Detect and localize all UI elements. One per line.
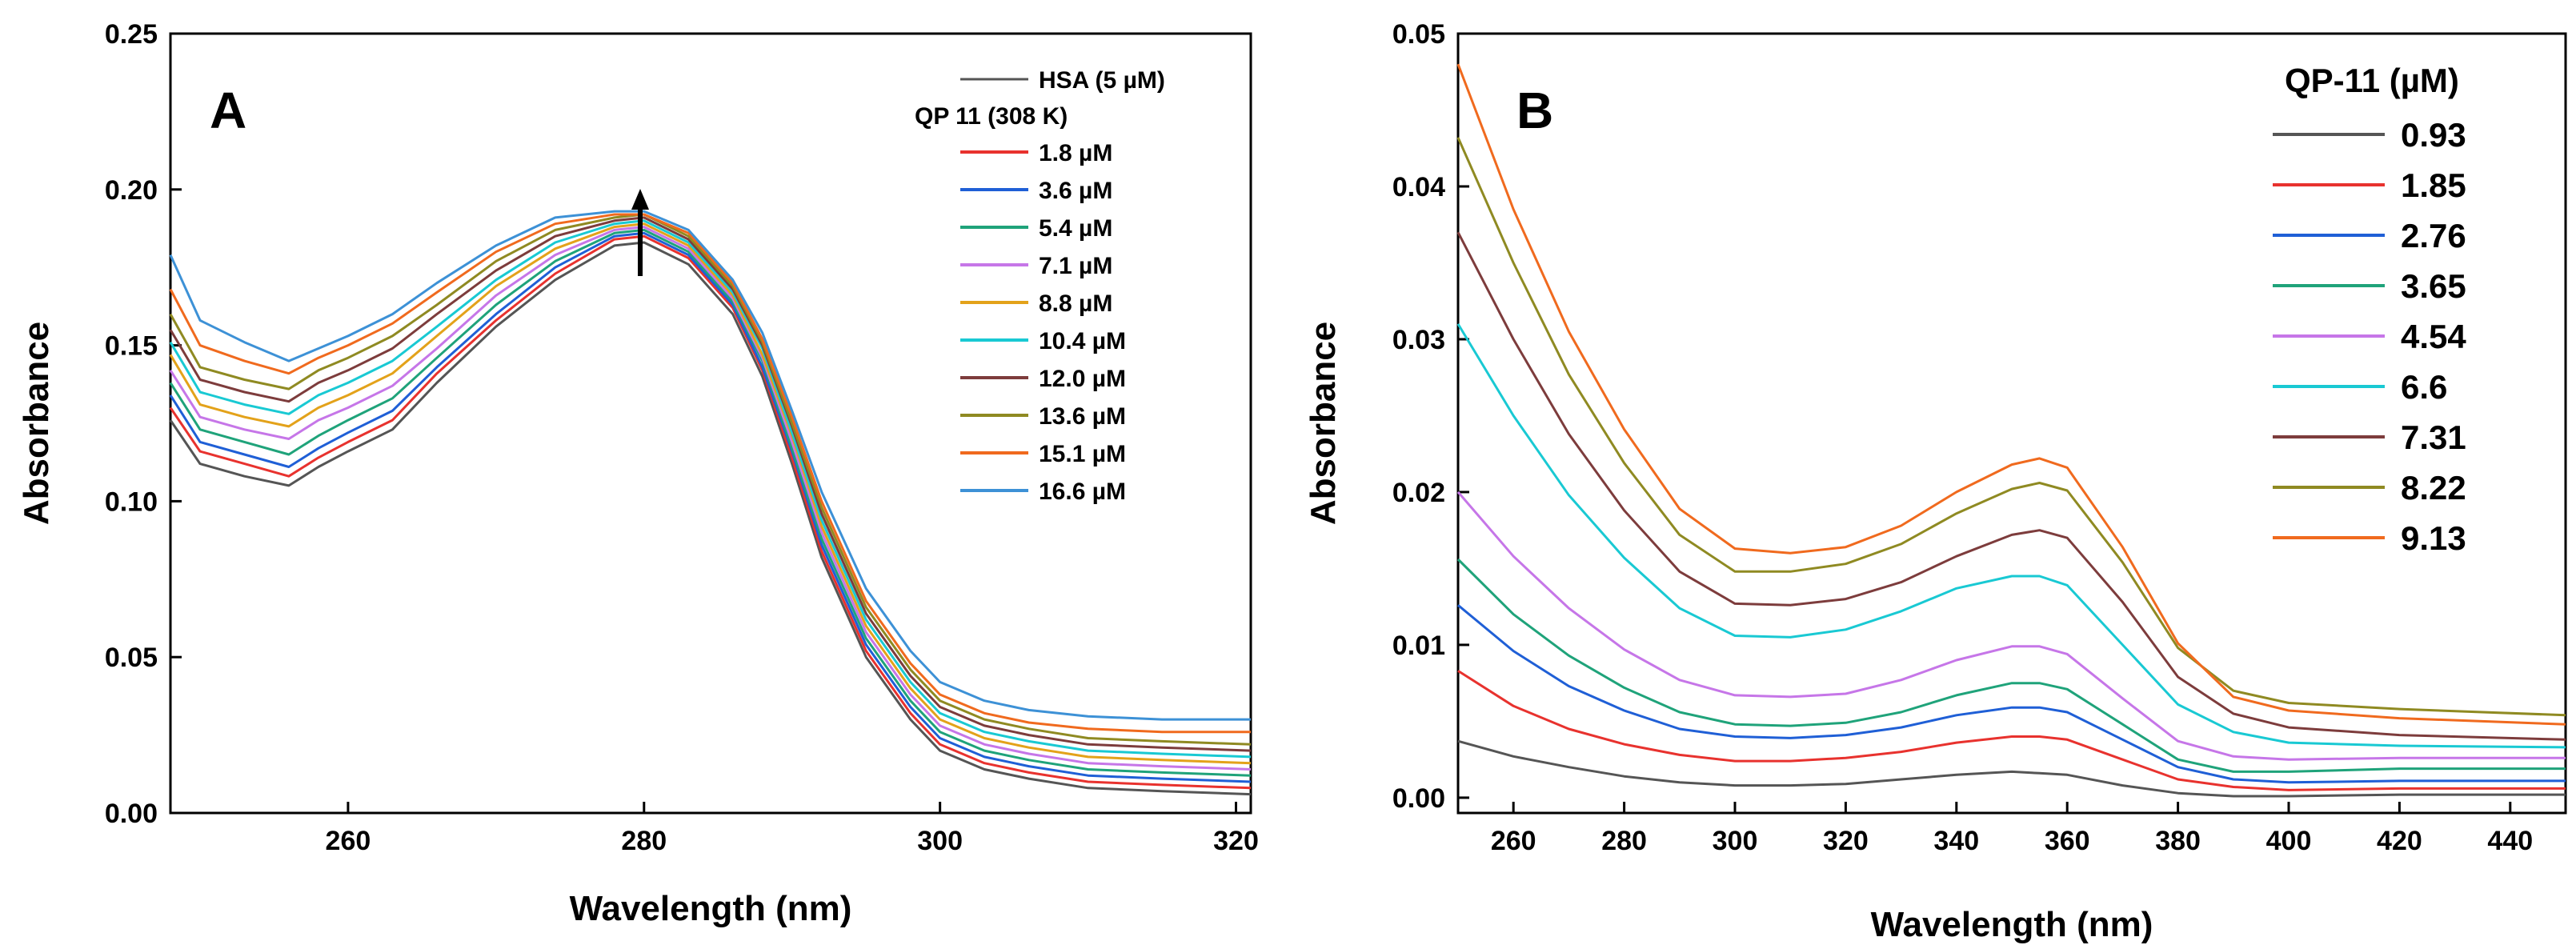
legend-b-label: 1.85 xyxy=(2401,166,2466,204)
panel-b-series-lines xyxy=(1456,63,2566,798)
legend-b-label: 9.13 xyxy=(2401,519,2466,557)
legend-b-label: 8.22 xyxy=(2401,469,2466,507)
panel-b-y-tick-label: 0.04 xyxy=(1392,172,1445,202)
legend-a-header: QP 11 (308 K) xyxy=(915,103,1068,130)
panel-b-x-tick-label: 340 xyxy=(1933,826,1979,856)
panel-a-y-tick-label: 0.10 xyxy=(105,487,158,517)
panel-a-x-tick-label: 300 xyxy=(917,826,963,856)
panel-b-x-tick-label: 380 xyxy=(2155,826,2201,856)
panel-a-x-tick-label: 280 xyxy=(621,826,667,856)
panel-a-x-axis-title: Wavelength (nm) xyxy=(570,889,852,928)
panel-a-series-line-8 xyxy=(169,213,1252,746)
panel-b-series-line-3 xyxy=(1456,558,2566,773)
panel-b-series-line-8 xyxy=(1456,63,2566,726)
panel-b-series-line-1 xyxy=(1457,670,2566,791)
legend-a-label: 5.4 µM xyxy=(1039,215,1112,242)
panel-b-legend: QP-11 (µM) 0.93 1.85 2.76 3.65 4.54 6.6 7.31 8.… xyxy=(2273,62,2466,557)
panel-a-series-line-10 xyxy=(169,210,1251,721)
legend-b-label: 3.65 xyxy=(2401,267,2466,305)
legend-a-label: 8.8 µM xyxy=(1039,290,1112,317)
panel-b-x-tick-label: 420 xyxy=(2377,826,2422,856)
panel-a-y-tick-label: 0.15 xyxy=(105,331,158,362)
panel-b-plot-area xyxy=(1456,32,2567,815)
legend-b-label: 4.54 xyxy=(2401,318,2466,355)
panel-a-y-tick-label: 0.00 xyxy=(105,799,158,829)
legend-a-label: 16.6 µM xyxy=(1039,479,1126,505)
panel-a-series-lines xyxy=(169,210,1252,796)
legend-b-items: 0.93 1.85 2.76 3.65 4.54 6.6 7.31 8.22 9.13 xyxy=(2273,116,2466,557)
panel-b-x-axis-title: Wavelength (nm) xyxy=(1871,905,2153,944)
panel-b-series-line-0 xyxy=(1457,739,2566,798)
panel-a-x-tick-label: 260 xyxy=(326,826,371,856)
legend-a-label-hsa: HSA (5 µM) xyxy=(1039,67,1165,94)
panel-b-ticks xyxy=(1458,32,2512,813)
panel-b-letter: B xyxy=(1516,82,1553,139)
legend-b-label: 0.93 xyxy=(2401,116,2466,154)
legend-a-label: 7.1 µM xyxy=(1039,253,1112,279)
panel-a-y-axis-title: Absorbance xyxy=(17,322,56,525)
legend-b-label: 6.6 xyxy=(2401,368,2447,406)
panel-a-legend: HSA (5 µM) QP 11 (308 K) 1.8 µM 3.6 µM 5.4… xyxy=(915,67,1165,505)
legend-a-label: 1.8 µM xyxy=(1039,140,1112,166)
panel-b-y-tick-label: 0.05 xyxy=(1392,19,1445,50)
panel-b-series-line-7 xyxy=(1456,137,2566,717)
panel-b-series-line-4 xyxy=(1456,491,2566,761)
panel-b-x-tick-label: 320 xyxy=(1823,826,1869,856)
panel-a-series-line-9 xyxy=(169,213,1251,734)
legend-a-label: 10.4 µM xyxy=(1039,328,1126,354)
panel-b-tick-labels: 260 280 300 320 340 360 380 400 420 440 0.00 0.01 0.… xyxy=(1392,19,2533,856)
panel-b-y-axis-title: Absorbance xyxy=(1304,322,1343,525)
panel-a: 260 280 300 320 0.00 0.05 0.10 0.15 0.20 0.25 A W… xyxy=(17,19,1259,928)
panel-a-series-line-6 xyxy=(169,219,1252,759)
panel-b-y-tick-label: 0.00 xyxy=(1392,783,1445,814)
legend-a-label: 12.0 µM xyxy=(1039,366,1126,392)
panel-b-series-line-5 xyxy=(1456,323,2566,749)
panel-a-series-line-7 xyxy=(169,216,1252,752)
increase-arrow-icon xyxy=(631,189,649,276)
panel-a-series-line-4 xyxy=(169,226,1252,771)
panel-b-x-tick-label: 440 xyxy=(2487,826,2533,856)
panel-b-y-tick-label: 0.02 xyxy=(1392,478,1445,508)
legend-b-label: 7.31 xyxy=(2401,418,2466,456)
panel-a-x-tick-label: 320 xyxy=(1213,826,1259,856)
panel-b-x-tick-label: 280 xyxy=(1601,826,1647,856)
panel-b: 260 280 300 320 340 360 380 400 420 440 0.00 0.01 0.… xyxy=(1304,19,2567,944)
panel-a-y-tick-label: 0.25 xyxy=(105,19,158,50)
legend-b-label: 2.76 xyxy=(2401,217,2466,254)
panel-b-x-tick-label: 300 xyxy=(1713,826,1758,856)
panel-a-series-line-1 xyxy=(169,234,1252,790)
panel-b-x-tick-label: 360 xyxy=(2045,826,2090,856)
legend-b-title: QP-11 (µM) xyxy=(2285,62,2459,99)
panel-a-y-tick-label: 0.05 xyxy=(105,643,158,673)
panel-a-series-line-0 xyxy=(169,241,1252,796)
panel-a-y-tick-label: 0.20 xyxy=(105,175,158,206)
panel-a-letter: A xyxy=(210,82,246,139)
panel-a-ticks xyxy=(170,32,1238,815)
legend-a-label: 15.1 µM xyxy=(1039,441,1126,467)
panel-b-series-line-2 xyxy=(1457,604,2566,784)
panel-b-y-tick-label: 0.03 xyxy=(1392,325,1445,355)
panel-b-x-tick-label: 260 xyxy=(1491,826,1536,856)
panel-a-series-line-5 xyxy=(169,222,1252,765)
panel-a-tick-labels: 260 280 300 320 0.00 0.05 0.10 0.15 0.20 0.25 xyxy=(105,19,1259,856)
panel-a-series-line-3 xyxy=(169,228,1252,777)
panel-b-x-tick-label: 400 xyxy=(2266,826,2312,856)
panel-a-series-line-2 xyxy=(169,231,1252,783)
legend-a-items: 1.8 µM 3.6 µM 5.4 µM 7.1 µM 8.8 µM 10.4 µM 12.… xyxy=(960,140,1126,505)
panel-b-series-line-6 xyxy=(1456,231,2566,741)
panel-a-plot-area xyxy=(169,32,1252,815)
legend-a-label: 13.6 µM xyxy=(1039,403,1126,430)
panel-b-y-tick-label: 0.01 xyxy=(1392,631,1445,661)
legend-a-label: 3.6 µM xyxy=(1039,178,1112,204)
